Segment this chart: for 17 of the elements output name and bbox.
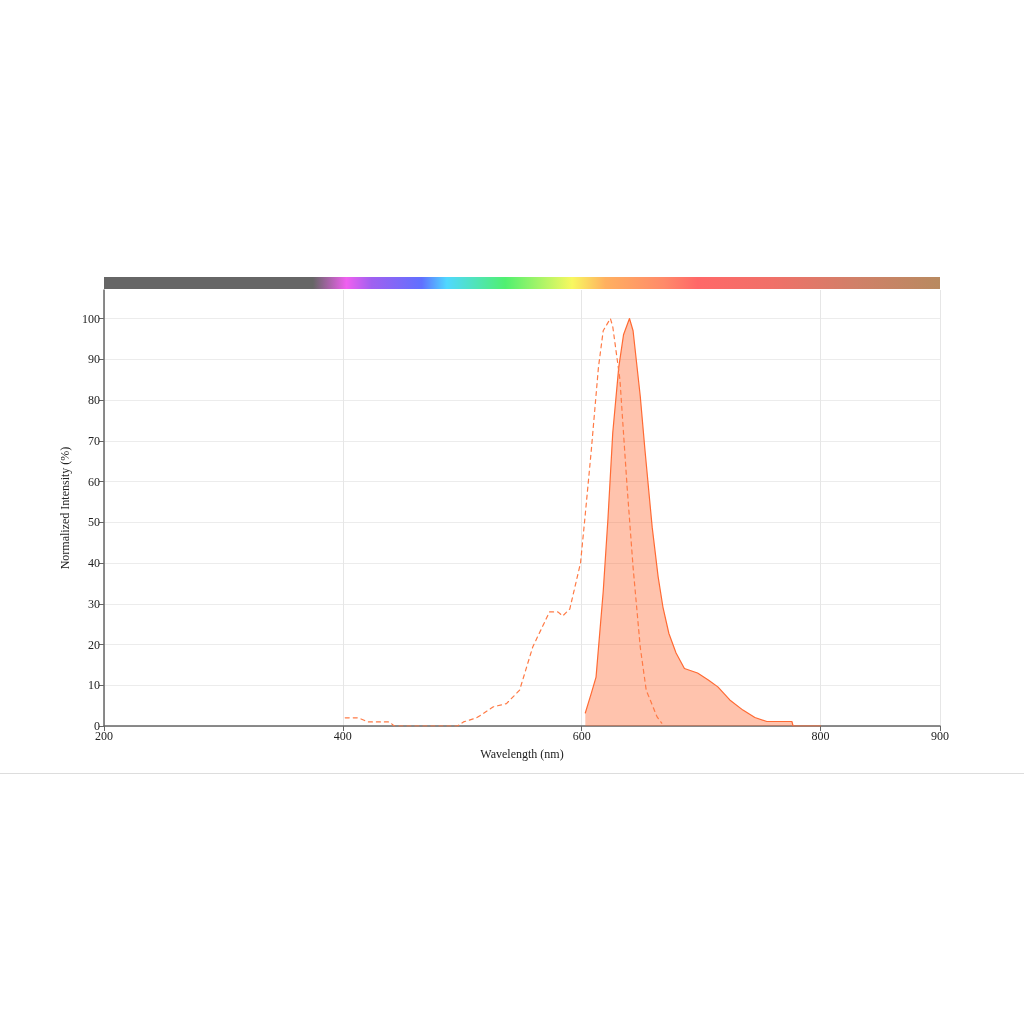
y-tick-label: 80 xyxy=(88,393,100,408)
y-tick-label: 100 xyxy=(82,311,100,326)
y-tick-label: 50 xyxy=(88,515,100,530)
y-tick-label: 70 xyxy=(88,433,100,448)
x-tick-label: 800 xyxy=(811,729,830,743)
x-axis-title: Wavelength (nm) xyxy=(480,747,564,761)
y-axis-title: Normalized Intensity (%) xyxy=(58,446,73,570)
y-tick-label: 20 xyxy=(88,637,100,652)
y-tick-label: 90 xyxy=(88,352,100,367)
line-series xyxy=(344,317,663,727)
x-tick-label: 900 xyxy=(931,729,949,743)
x-tick-label: 400 xyxy=(333,729,352,743)
y-tick-label: 10 xyxy=(88,678,100,693)
y-tick-label: 30 xyxy=(88,596,100,611)
x-tick-label: 600 xyxy=(572,729,591,743)
y-tick-label: 60 xyxy=(88,474,100,489)
y-tick-label: 40 xyxy=(88,556,100,571)
